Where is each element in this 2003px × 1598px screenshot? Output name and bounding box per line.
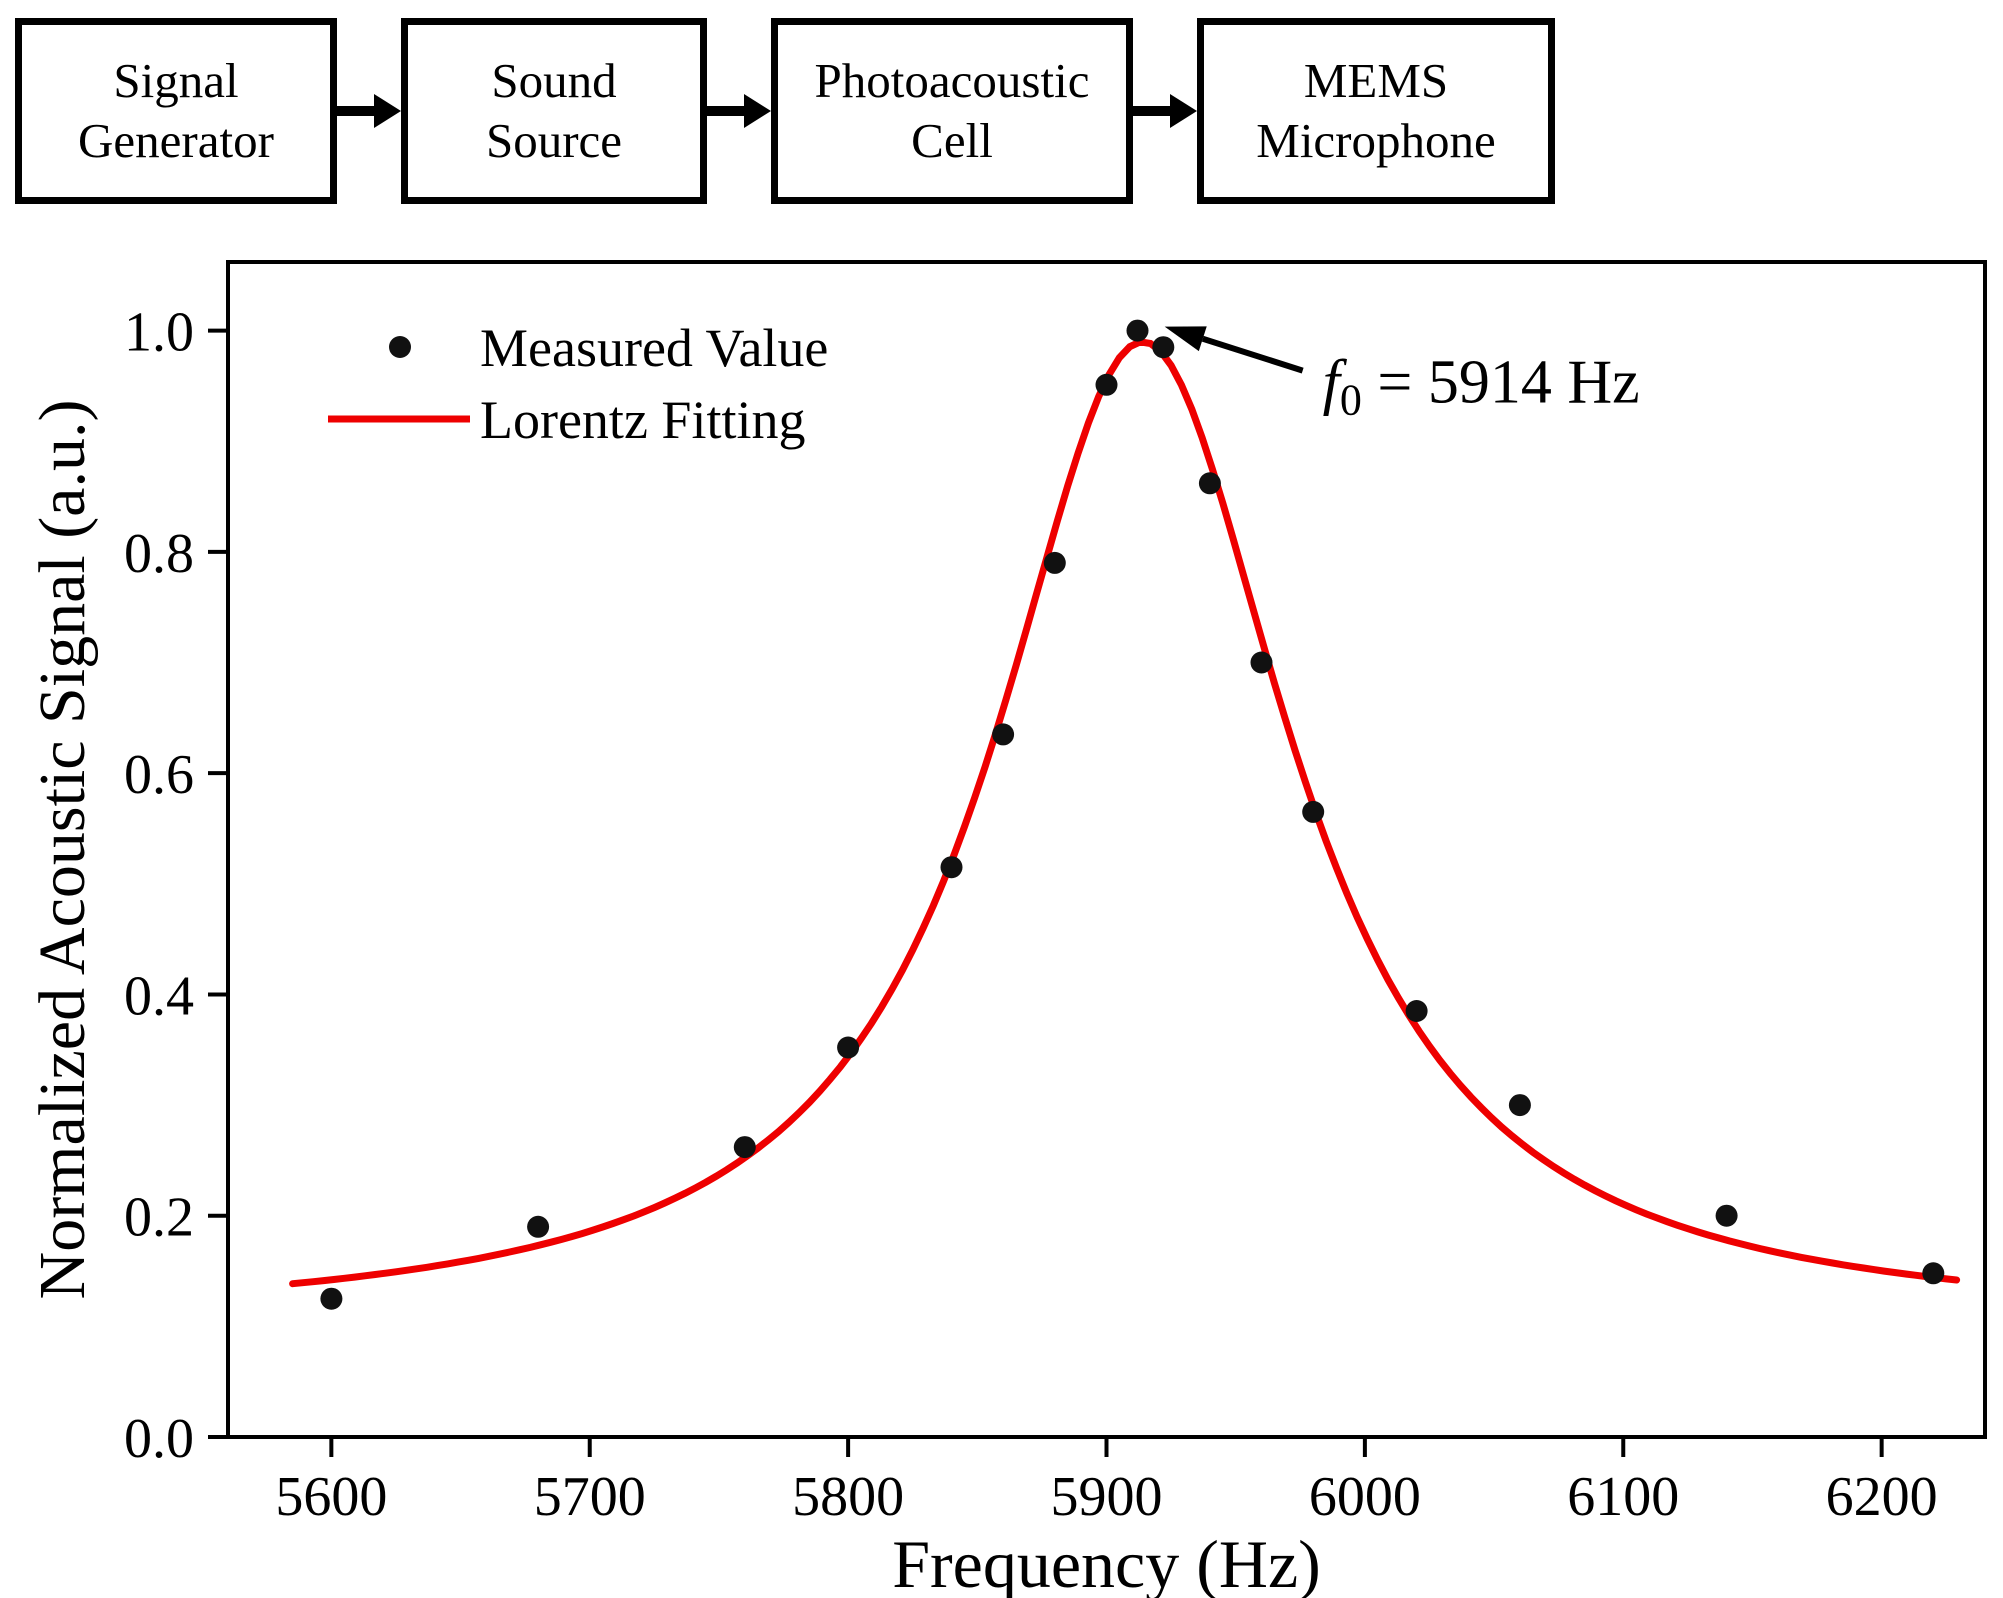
annotation-arrow [1201,335,1304,374]
data-point [733,1136,756,1159]
data-point [1126,319,1149,342]
box-label-line: Photoacoustic [814,53,1090,109]
box-label-line: Sound [491,53,617,109]
data-point [320,1287,343,1310]
arrow-shaft [337,106,374,116]
y-tick-label: 0.6 [124,744,194,806]
flow-diagram: Signal Generator Sound Source Photoacous… [15,18,1555,204]
data-point [1198,472,1221,495]
box-label-line: Cell [911,113,993,168]
box-label-line: Source [485,113,623,168]
legend-label-measured: Measured Value [480,318,828,378]
diagram-box-sound-source: Sound Source [401,18,707,204]
box-label-line: MEMS [1303,53,1449,109]
data-point [992,723,1015,746]
box-label-line: Signal [113,53,239,109]
arrow-head [744,94,771,128]
data-point [1043,551,1066,574]
x-tick-label: 5800 [792,1466,904,1528]
legend-label-fitting: Lorentz Fitting [480,390,805,450]
y-tick-label: 0.0 [124,1408,194,1470]
y-axis-title: Normalized Acoustic Signal (a.u.) [26,400,99,1300]
diagram-box-photoacoustic-cell: Photoacoustic Cell [771,18,1133,204]
x-tick-label: 6200 [1826,1466,1938,1528]
data-point [527,1215,550,1238]
x-tick-label: 5700 [534,1466,646,1528]
data-point [940,856,963,879]
flow-arrow-icon [707,18,771,204]
x-axis-title: Frequency (Hz) [892,1526,1321,1598]
data-point [1922,1262,1945,1285]
arrow-head [374,94,401,128]
data-point [1715,1204,1738,1227]
annotation-text: f0 = 5914 Hz [1323,349,1640,425]
x-tick-label: 5600 [275,1466,387,1528]
annotation-arrowhead [1164,326,1207,352]
data-point [1095,373,1118,396]
chart-canvas: 5600 5700 5800 5900 6000 6100 6200 0.0 0.2 0.4 0.6… [26,260,1987,1598]
y-tick-label: 0.2 [124,1187,194,1249]
flow-arrow-icon [1133,18,1197,204]
data-point [1405,1000,1428,1022]
resonance-chart: 5600 5700 5800 5900 6000 6100 6200 0.0 0.2 0.4 0.6… [0,230,2003,1598]
data-point [1302,800,1325,823]
y-tick-label: 1.0 [124,302,194,364]
diagram-box-mems-microphone: MEMS Microphone [1197,18,1555,204]
x-tick-label: 6100 [1567,1466,1679,1528]
flow-arrow-icon [337,18,401,204]
arrow-shaft [707,106,744,116]
diagram-box-signal-generator: Signal Generator [15,18,337,204]
box-label-line: Generator [78,113,274,168]
legend-marker-dot [389,336,411,358]
box-label-line: Microphone [1256,113,1496,168]
arrow-head [1170,94,1197,128]
fit-curve [289,338,1961,1288]
data-point [837,1036,860,1059]
y-tick-label: 0.8 [124,523,194,585]
y-tick-label: 0.4 [124,965,194,1027]
data-point [1508,1094,1531,1117]
arrow-shaft [1133,106,1170,116]
data-point [1152,336,1175,359]
x-tick-label: 5900 [1051,1466,1163,1528]
data-point [1250,651,1273,674]
x-tick-label: 6000 [1309,1466,1421,1528]
